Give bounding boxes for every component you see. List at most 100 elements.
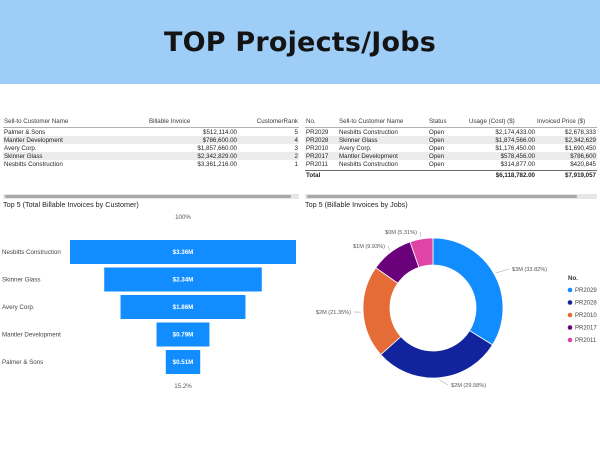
jobs-table-cell: Nesbitts Construction — [339, 160, 398, 168]
donut-leader-line — [495, 268, 510, 274]
jobs-table-scrollbar[interactable] — [305, 194, 597, 199]
legend-item-label[interactable]: PR2010 — [575, 313, 597, 319]
customer-table-row[interactable]: Skinner Glass $2,342,829.00 2 — [3, 152, 299, 160]
col-header-usage-cost[interactable]: Usage (Cost) ($) — [469, 118, 515, 125]
customer-table-cell: Nesbitts Construction — [4, 160, 63, 168]
donut-leader-line — [439, 379, 449, 386]
jobs-table-cell: Avery Corp. — [339, 144, 372, 152]
legend-marker[interactable] — [567, 287, 573, 293]
legend-marker[interactable] — [567, 300, 573, 305]
customer-table-header: Sell-to Customer Name Billable Invoice ▼… — [3, 116, 299, 128]
donut-chart: $3M (33.82%) $2M (29.58%) $2M (21.35%) $1M … — [316, 230, 597, 389]
customer-invoice-table: Sell-to Customer Name Billable Invoice ▼… — [3, 116, 299, 168]
legend-marker[interactable] — [567, 312, 573, 318]
col-header-billable-invoice[interactable]: Billable Invoice ▼ — [148, 118, 238, 125]
funnel-chart: 100% $3.36M Nesbitts Construction $2.34M Ski… — [2, 214, 296, 390]
jobs-table-cell: Open — [429, 144, 445, 152]
customer-table-cell: Palmer & Sons — [4, 128, 46, 136]
donut-data-label: $3M (33.82%) — [512, 267, 547, 273]
scrollbar-thumb[interactable] — [5, 195, 291, 198]
funnel-category-label: Avery Corp. — [2, 304, 35, 311]
jobs-table-cell: PR2017 — [306, 152, 329, 160]
customer-table-cell: Skinner Glass — [4, 152, 43, 160]
customer-table-cell: $512,114.00 — [203, 128, 237, 136]
donut-data-label: $2M (29.58%) — [451, 383, 486, 389]
col-header-no[interactable]: No. — [306, 118, 316, 125]
funnel-bar[interactable] — [120, 295, 246, 319]
donut-leader-line — [419, 231, 422, 238]
jobs-table-row[interactable]: PR2011 Nesbitts Construction Open $314,877.… — [305, 160, 597, 168]
jobs-table-cell: $314,877.00 — [500, 160, 535, 168]
customer-table-cell: 1 — [294, 160, 298, 168]
legend-marker[interactable] — [567, 337, 573, 343]
customer-table-row[interactable]: Palmer & Sons $512,114.00 5 — [3, 128, 299, 136]
jobs-table-cell: $1,690,450 — [565, 144, 596, 152]
jobs-table-cell: PR2028 — [306, 136, 329, 144]
jobs-table-cell: $578,456.00 — [500, 152, 535, 160]
customer-table-cell: $1,857,660.00 — [197, 144, 237, 152]
customer-table-cell: $786,600.00 — [202, 136, 237, 144]
donut-leader-line — [387, 245, 390, 251]
customer-table-cell: 5 — [294, 128, 298, 136]
col-header-invoiced-price[interactable]: Invoiced Price ($) — [537, 118, 586, 125]
funnel-chart-title: Top 5 (Total Billable Invoices by Custom… — [3, 200, 139, 209]
jobs-table: No. Sell-to Customer Name Status Usage (… — [305, 116, 597, 180]
funnel-category-label: Nesbitts Construction — [2, 249, 61, 256]
jobs-table-cell: $1,176,450.00 — [495, 144, 535, 152]
col-header-customer-rank[interactable]: CustomerRank — [256, 118, 298, 125]
donut-slice[interactable] — [409, 237, 434, 268]
donut-slice[interactable] — [432, 237, 504, 346]
funnel-data-label: $3.36M — [173, 249, 194, 256]
jobs-table-cell: $786,600 — [570, 152, 596, 160]
customer-table-row[interactable]: Nesbitts Construction $3,361,216.00 1 — [3, 160, 299, 168]
jobs-table-cell: PR2011 — [306, 160, 328, 168]
scrollbar-thumb[interactable] — [307, 195, 577, 198]
legend-marker[interactable] — [567, 325, 573, 330]
legend-item-label[interactable]: PR2028 — [575, 301, 597, 307]
jobs-table-cell: $2,678,333 — [565, 128, 596, 136]
total-invoiced-price: $7,919,057 — [565, 172, 596, 179]
funnel-data-label: $2.34M — [173, 277, 194, 284]
col-header-customer-name[interactable]: Sell-to Customer Name — [4, 118, 69, 125]
jobs-table-cell: Open — [429, 128, 445, 136]
jobs-table-row[interactable]: PR2028 Skinner Glass Open $1,874,566.00 $2,3… — [305, 136, 597, 144]
funnel-category-label: Palmer & Sons — [2, 359, 43, 366]
legend-item-label[interactable]: PR2017 — [575, 326, 597, 332]
donut-legend-title: No. — [568, 275, 578, 282]
jobs-table-cell: Mantler Development — [339, 152, 398, 160]
customer-table-cell: Mantler Development — [4, 136, 63, 144]
jobs-table-row[interactable]: PR2010 Avery Corp. Open $1,176,450.00 $1,690… — [305, 144, 597, 152]
page-title: TOP Projects/Jobs — [163, 26, 437, 58]
col-header-sell-to-customer[interactable]: Sell-to Customer Name — [339, 118, 404, 125]
total-usage-cost: $6,118,782.00 — [495, 172, 535, 179]
jobs-table-cell: Open — [429, 160, 445, 168]
funnel-bar[interactable] — [70, 240, 296, 264]
donut-chart-title: Top 5 (Billable Invoices by Jobs) — [305, 200, 408, 209]
title-banner: TOP Projects/Jobs — [0, 0, 600, 84]
jobs-table-row[interactable]: PR2029 Nesbitts Construction Open $2,174,43… — [305, 128, 597, 136]
funnel-category-label: Skinner Glass — [2, 277, 41, 284]
funnel-data-label: $1.86M — [173, 304, 194, 311]
jobs-table-cell: $2,342,629 — [565, 136, 596, 144]
funnel-bar[interactable] — [156, 322, 210, 347]
col-header-billable-invoice-label: Billable Invoice — [149, 118, 191, 125]
customer-table-scrollbar[interactable] — [3, 194, 299, 199]
funnel-bar[interactable] — [104, 267, 262, 292]
jobs-table-cell: $420,845 — [570, 160, 596, 168]
customer-table-row[interactable]: Mantler Development $786,600.00 4 — [3, 136, 299, 144]
customer-table-cell: 2 — [294, 152, 298, 160]
funnel-bar[interactable] — [165, 350, 201, 374]
legend-item-label[interactable]: PR2029 — [575, 288, 597, 294]
jobs-table-cell: Skinner Glass — [339, 136, 378, 144]
jobs-table-header: No. Sell-to Customer Name Status Usage (… — [305, 116, 597, 128]
jobs-table-cell: $2,174,433.00 — [495, 128, 535, 136]
funnel-data-label: $0.51M — [173, 359, 194, 366]
legend-item-label[interactable]: PR2011 — [575, 338, 597, 344]
customer-table-row[interactable]: Avery Corp. $1,857,660.00 3 — [3, 144, 299, 152]
jobs-table-row[interactable]: PR2017 Mantler Development Open $578,456.00… — [305, 152, 597, 160]
customer-table-cell: $2,342,829.00 — [197, 152, 237, 160]
jobs-table-cell: Nesbitts Construction — [339, 128, 398, 136]
jobs-table-cell: Open — [429, 152, 445, 160]
jobs-table-cell: PR2010 — [306, 144, 329, 152]
col-header-status[interactable]: Status — [429, 118, 447, 125]
